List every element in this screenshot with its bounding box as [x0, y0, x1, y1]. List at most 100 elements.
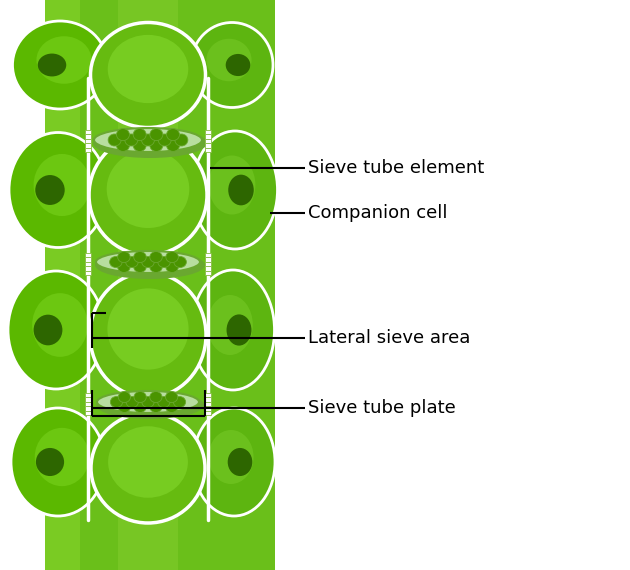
Ellipse shape [150, 129, 163, 141]
Bar [85, 257, 91, 262]
Ellipse shape [150, 262, 163, 272]
Bar [85, 411, 91, 415]
Ellipse shape [158, 397, 170, 408]
Ellipse shape [226, 54, 250, 76]
Ellipse shape [91, 22, 205, 128]
Bar [205, 393, 211, 397]
Ellipse shape [13, 21, 108, 109]
Ellipse shape [89, 135, 207, 255]
Bar [85, 271, 91, 275]
Ellipse shape [125, 134, 138, 146]
Bar [85, 135, 91, 139]
Ellipse shape [166, 401, 178, 413]
Ellipse shape [117, 140, 129, 152]
Ellipse shape [142, 256, 154, 267]
Ellipse shape [38, 54, 66, 76]
Ellipse shape [108, 426, 188, 498]
Ellipse shape [134, 262, 146, 272]
Ellipse shape [126, 397, 139, 408]
Ellipse shape [133, 129, 146, 141]
Ellipse shape [142, 134, 154, 146]
Ellipse shape [207, 39, 251, 82]
Ellipse shape [96, 251, 200, 273]
Ellipse shape [33, 315, 62, 345]
Ellipse shape [117, 129, 129, 141]
Ellipse shape [191, 22, 273, 108]
Ellipse shape [227, 315, 251, 345]
Bar [205, 266, 211, 271]
Polygon shape [45, 0, 275, 570]
Bar [205, 148, 211, 152]
Ellipse shape [35, 175, 65, 205]
Ellipse shape [209, 430, 253, 484]
Ellipse shape [95, 251, 205, 279]
Ellipse shape [126, 256, 138, 267]
Bar [85, 130, 91, 135]
Bar [85, 253, 91, 257]
Ellipse shape [150, 392, 162, 402]
Ellipse shape [35, 428, 89, 486]
Ellipse shape [32, 293, 88, 357]
Ellipse shape [8, 271, 104, 389]
Bar [205, 262, 211, 266]
Bar [205, 402, 211, 406]
Ellipse shape [91, 413, 205, 523]
Ellipse shape [166, 129, 180, 141]
Ellipse shape [175, 134, 188, 146]
Ellipse shape [118, 262, 130, 272]
Bar [205, 143, 211, 148]
Ellipse shape [133, 140, 146, 152]
Text: Sieve tube element: Sieve tube element [308, 159, 484, 177]
Bar [205, 411, 211, 415]
Ellipse shape [134, 401, 146, 413]
Ellipse shape [118, 392, 130, 402]
Bar [205, 139, 211, 143]
Text: Sieve tube plate: Sieve tube plate [308, 399, 455, 417]
Ellipse shape [108, 35, 188, 103]
Ellipse shape [134, 251, 146, 263]
Ellipse shape [110, 256, 122, 267]
Ellipse shape [90, 272, 206, 397]
Ellipse shape [33, 154, 91, 216]
Ellipse shape [150, 251, 163, 263]
Bar [85, 266, 91, 271]
Ellipse shape [192, 270, 275, 390]
Bar [205, 271, 211, 275]
Ellipse shape [150, 401, 162, 413]
Bar [205, 257, 211, 262]
Ellipse shape [227, 448, 252, 476]
Bar [205, 130, 211, 135]
Bar [85, 143, 91, 148]
Ellipse shape [94, 128, 202, 152]
Bar [205, 397, 211, 402]
Ellipse shape [193, 408, 275, 516]
Ellipse shape [166, 392, 178, 402]
Bar [205, 135, 211, 139]
Ellipse shape [118, 251, 130, 263]
Bar [85, 406, 91, 411]
Ellipse shape [36, 448, 64, 476]
Text: Companion cell: Companion cell [308, 204, 447, 222]
Ellipse shape [207, 295, 253, 355]
Ellipse shape [228, 174, 254, 205]
Bar [85, 262, 91, 266]
Ellipse shape [107, 288, 188, 369]
Ellipse shape [158, 134, 171, 146]
Ellipse shape [166, 140, 180, 152]
Ellipse shape [9, 132, 107, 247]
Ellipse shape [158, 256, 170, 267]
Bar [85, 402, 91, 406]
Polygon shape [118, 0, 178, 570]
Ellipse shape [173, 397, 186, 408]
Ellipse shape [166, 262, 178, 272]
Bar [85, 397, 91, 402]
Ellipse shape [11, 408, 105, 516]
Polygon shape [45, 0, 80, 570]
Ellipse shape [134, 392, 146, 402]
Text: Lateral sieve area: Lateral sieve area [308, 329, 471, 347]
Bar [85, 139, 91, 143]
Ellipse shape [142, 397, 154, 408]
Ellipse shape [174, 256, 186, 267]
Ellipse shape [193, 131, 277, 249]
Ellipse shape [118, 401, 130, 413]
